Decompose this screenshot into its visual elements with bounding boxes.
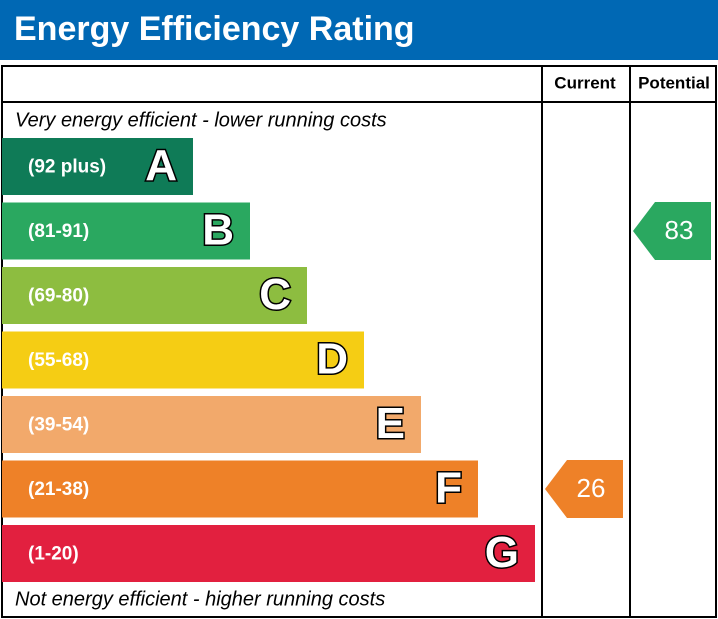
band-letter: G (485, 528, 519, 577)
band-bar (2, 331, 364, 389)
rating-value: 83 (665, 215, 694, 245)
title: Energy Efficiency Rating (14, 10, 415, 48)
band-letter: F (435, 464, 462, 513)
band-range: (1-20) (28, 544, 79, 565)
band-bar (2, 525, 535, 582)
band-range: (69-80) (28, 286, 89, 307)
band-bar (2, 202, 250, 260)
top-note: Very energy efficient - lower running co… (15, 109, 387, 131)
band-letter: C (259, 270, 291, 319)
bottom-note: Not energy efficient - higher running co… (15, 588, 385, 610)
band-bar (2, 396, 421, 453)
header-bar (0, 0, 718, 60)
band-range: (55-68) (28, 350, 89, 371)
band-letter: A (145, 141, 177, 190)
band-bar (2, 138, 193, 195)
rating-arrow (545, 460, 623, 518)
rating-arrow (633, 202, 711, 260)
band-range: (92 plus) (28, 157, 106, 178)
band-letter: B (202, 206, 234, 255)
band-letter: D (316, 335, 348, 384)
column-header: Current (554, 73, 616, 92)
band-range: (21-38) (28, 479, 89, 500)
band-range: (81-91) (28, 221, 89, 242)
column-header: Potential (638, 73, 710, 92)
band-bar (2, 267, 307, 324)
band-letter: E (376, 399, 405, 448)
band-bar (2, 460, 478, 518)
band-range: (39-54) (28, 415, 89, 436)
rating-value: 26 (577, 473, 606, 503)
